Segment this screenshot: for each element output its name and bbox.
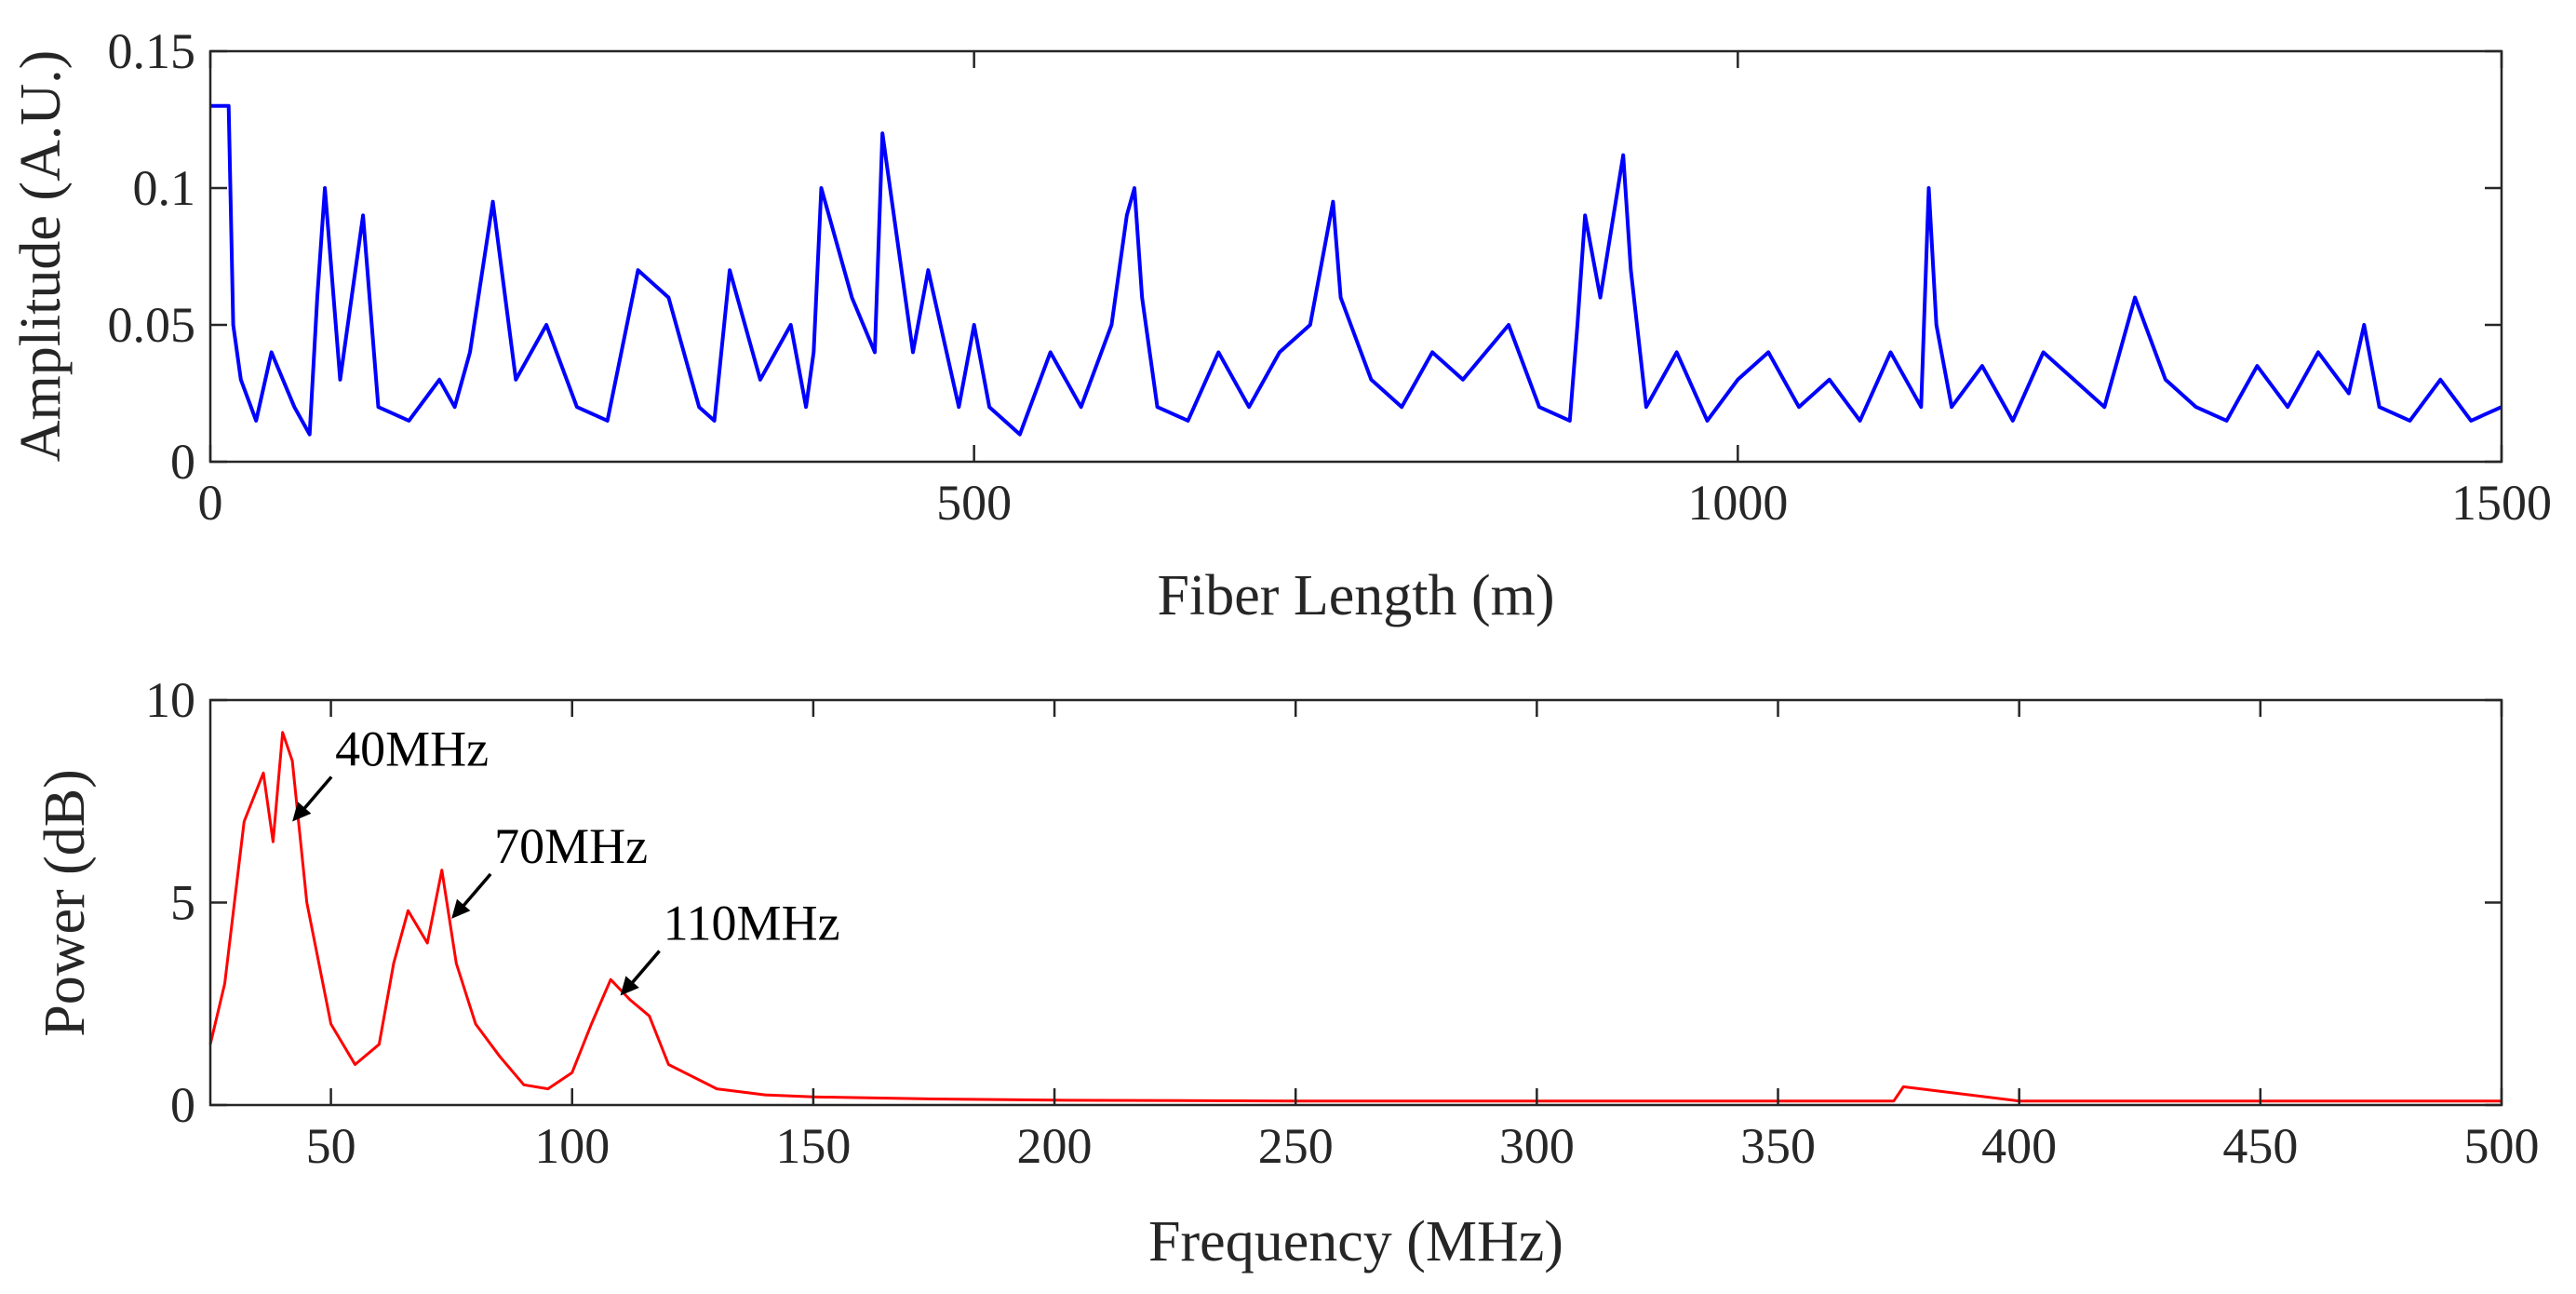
- amplitude-x-axis-title: Fiber Length (m): [1157, 564, 1554, 627]
- amplitude-y-tick-label: 0: [170, 434, 195, 490]
- power-x-tick-label: 350: [1740, 1118, 1816, 1174]
- annotation-arrow-head: [292, 802, 312, 822]
- power-x-ticks: 50 100 150 200 250 300 350 400 450 500: [306, 700, 2540, 1174]
- amplitude-y-tick-label: 0.05: [108, 297, 196, 353]
- power-x-tick-label: 50: [306, 1118, 356, 1174]
- power-spectrum-chart: 50 100 150 200 250 300 350 400 450 500 0 5 10 40MHz…: [34, 672, 2540, 1274]
- amplitude-x-tick-label: 500: [936, 475, 1012, 531]
- power-y-axis-title: Power (dB): [34, 769, 97, 1037]
- power-y-tick-label: 5: [170, 875, 195, 931]
- power-y-ticks: 0 5 10: [145, 672, 2502, 1133]
- amplitude-plot-frame: [208, 49, 2503, 464]
- annotation-label: 70MHz: [494, 818, 648, 874]
- power-x-tick-label: 250: [1258, 1118, 1334, 1174]
- power-y-tick-label: 10: [145, 672, 195, 728]
- power-plot-frame: [208, 698, 2503, 1107]
- amplitude-x-tick-label: 0: [198, 475, 223, 531]
- annotation-arrow-head: [620, 976, 639, 996]
- power-x-tick-label: 300: [1499, 1118, 1575, 1174]
- amplitude-y-tick-label: 0.1: [133, 160, 196, 216]
- amplitude-series-group: [210, 103, 2502, 437]
- annotation-label: 110MHz: [664, 896, 840, 951]
- power-x-tick-label: 100: [534, 1118, 610, 1174]
- power-x-tick-label: 150: [775, 1118, 851, 1174]
- power-series-group: [208, 731, 2502, 1103]
- power-x-tick-label: 200: [1017, 1118, 1093, 1174]
- power-y-tick-label: 0: [170, 1077, 195, 1133]
- amplitude-y-tick-label: 0.15: [108, 23, 196, 79]
- amplitude-x-ticks: 0 500 1000 1500: [198, 51, 2552, 531]
- power-x-axis-title: Frequency (MHz): [1148, 1210, 1563, 1274]
- amplitude-y-axis-title: Amplitude (A.U.): [9, 50, 73, 463]
- amplitude-y-ticks: 0 0.05 0.1 0.15: [108, 23, 2502, 490]
- amplitude-chart: 0 500 1000 1500 0 0.05 0.1 0.15 Fiber Length (…: [9, 23, 2552, 627]
- annotation-arrow-head: [451, 898, 471, 919]
- amplitude-series-line: [210, 103, 2502, 437]
- power-series-line: [208, 731, 2502, 1103]
- annotation-label: 40MHz: [335, 721, 489, 777]
- amplitude-x-tick-label: 1500: [2451, 475, 2552, 531]
- power-x-tick-label: 500: [2464, 1118, 2540, 1174]
- power-x-tick-label: 450: [2222, 1118, 2298, 1174]
- power-x-tick-label: 400: [1981, 1118, 2057, 1174]
- amplitude-x-tick-label: 1000: [1687, 475, 1788, 531]
